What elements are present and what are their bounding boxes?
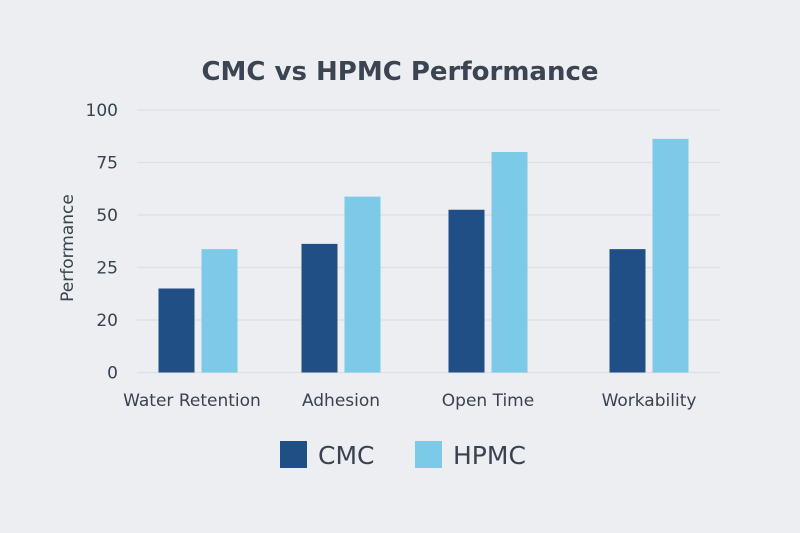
bar-cmc (609, 249, 646, 373)
bar-cmc (301, 243, 338, 373)
bar-hpmc (201, 249, 238, 373)
y-tick-label: 100 (86, 101, 118, 121)
bar-hpmc (344, 196, 381, 373)
legend-swatch-cmc (280, 441, 307, 468)
bar-hpmc (652, 138, 689, 373)
y-tick-label: 25 (96, 259, 118, 279)
x-tick-label: Workability (602, 391, 697, 411)
x-tick-label: Adhesion (302, 391, 380, 411)
x-tick-label: Open Time (442, 391, 534, 411)
bar-cmc (448, 209, 485, 373)
y-tick-label: 75 (96, 154, 118, 174)
legend-swatch-hpmc (415, 441, 442, 468)
y-tick-label: 50 (96, 206, 118, 226)
x-tick-label: Water Retention (123, 391, 261, 411)
chart-title: CMC vs HPMC Performance (201, 57, 598, 87)
legend-label-cmc: CMC (318, 441, 374, 470)
legend-label-hpmc: HPMC (453, 441, 526, 470)
y-tick-label: 20 (96, 311, 118, 331)
y-axis-label: Performance (58, 194, 78, 302)
y-tick-label: 0 (107, 364, 118, 384)
bar-cmc (158, 288, 195, 373)
bar-hpmc (491, 152, 528, 373)
